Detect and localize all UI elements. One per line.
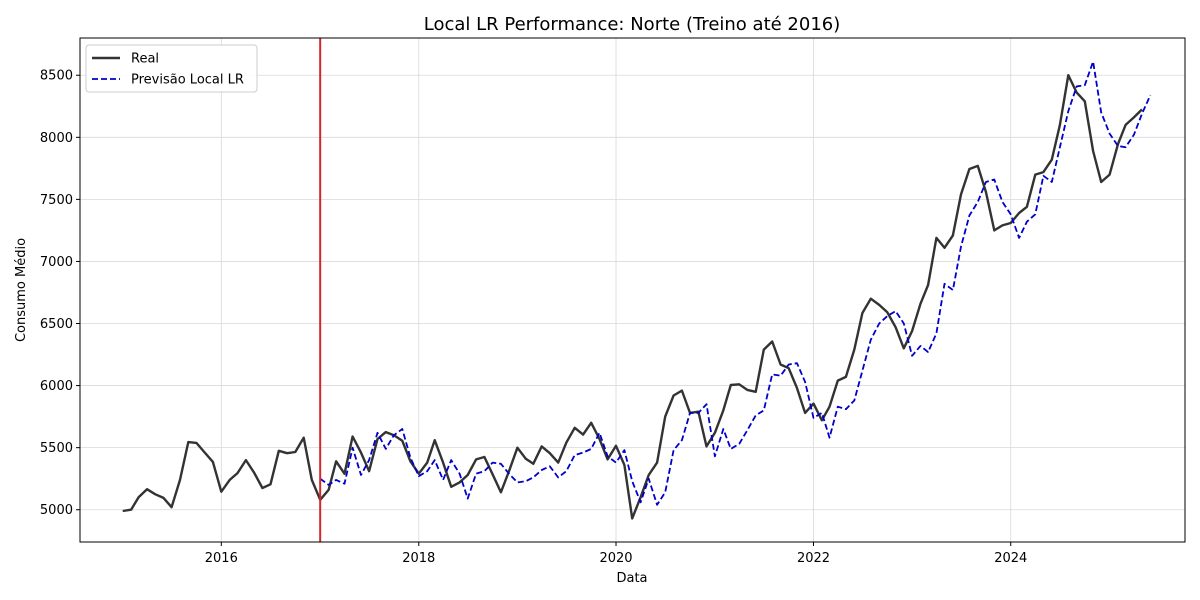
x-tick-label: 2016 [205, 551, 238, 566]
series-lines [122, 38, 1152, 542]
x-axis-label: Data [616, 571, 647, 586]
x-axis: 2016 2018 2020 2022 2024 [205, 542, 1027, 566]
y-tick-label: 5000 [40, 503, 73, 518]
y-tick-label: 6000 [40, 379, 73, 394]
series-line-forecast [319, 60, 1152, 506]
grid [80, 38, 1185, 542]
legend-label: Real [131, 52, 159, 67]
plot-area-frame [79, 37, 1186, 543]
y-tick-label: 6500 [40, 317, 73, 332]
y-tick-label: 7500 [40, 193, 73, 208]
y-axis: 5000 5500 6000 6500 7000 7500 8000 8500 [40, 69, 80, 518]
y-tick-label: 8000 [40, 131, 73, 146]
legend-box [85, 44, 258, 93]
x-tick-label: 2022 [797, 551, 830, 566]
legend-label: Previsão Local LR [131, 73, 244, 88]
y-tick-label: 8500 [40, 69, 73, 84]
x-tick-label: 2020 [599, 551, 632, 566]
series-line-real [122, 74, 1143, 520]
x-tick-label: 2024 [994, 551, 1027, 566]
x-tick-label: 2018 [402, 551, 435, 566]
y-tick-label: 5500 [40, 441, 73, 456]
y-tick-label: 7000 [40, 255, 73, 270]
legend: Real Previsão Local LR [85, 44, 258, 93]
chart-title: Local LR Performance: Norte (Treino até … [424, 14, 841, 35]
y-axis-label: Consumo Médio [14, 238, 29, 342]
